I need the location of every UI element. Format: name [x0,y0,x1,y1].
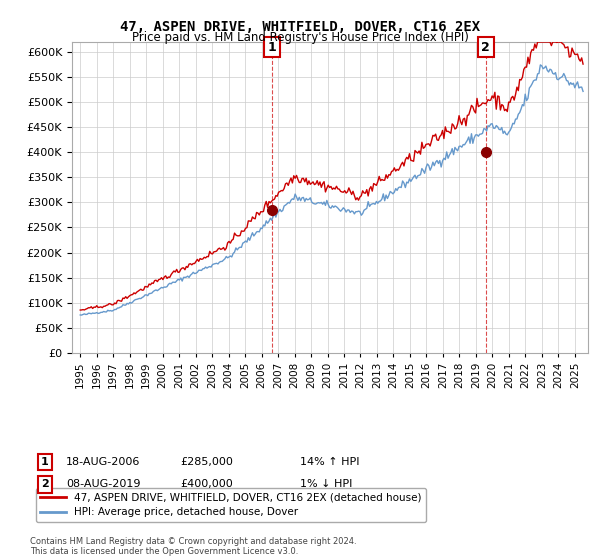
Text: Contains HM Land Registry data © Crown copyright and database right 2024.: Contains HM Land Registry data © Crown c… [30,537,356,546]
Text: 1% ↓ HPI: 1% ↓ HPI [300,479,352,489]
Text: £285,000: £285,000 [180,457,233,467]
Text: 1: 1 [268,40,277,54]
Text: 2: 2 [41,479,49,489]
Text: 08-AUG-2019: 08-AUG-2019 [66,479,140,489]
Text: 1: 1 [41,457,49,467]
Text: £400,000: £400,000 [180,479,233,489]
Text: 47, ASPEN DRIVE, WHITFIELD, DOVER, CT16 2EX: 47, ASPEN DRIVE, WHITFIELD, DOVER, CT16 … [120,20,480,34]
Legend: 47, ASPEN DRIVE, WHITFIELD, DOVER, CT16 2EX (detached house), HPI: Average price: 47, ASPEN DRIVE, WHITFIELD, DOVER, CT16 … [36,488,426,521]
Text: 14% ↑ HPI: 14% ↑ HPI [300,457,359,467]
Text: Price paid vs. HM Land Registry's House Price Index (HPI): Price paid vs. HM Land Registry's House … [131,31,469,44]
Text: This data is licensed under the Open Government Licence v3.0.: This data is licensed under the Open Gov… [30,547,298,556]
Text: 18-AUG-2006: 18-AUG-2006 [66,457,140,467]
Text: 2: 2 [481,40,490,54]
